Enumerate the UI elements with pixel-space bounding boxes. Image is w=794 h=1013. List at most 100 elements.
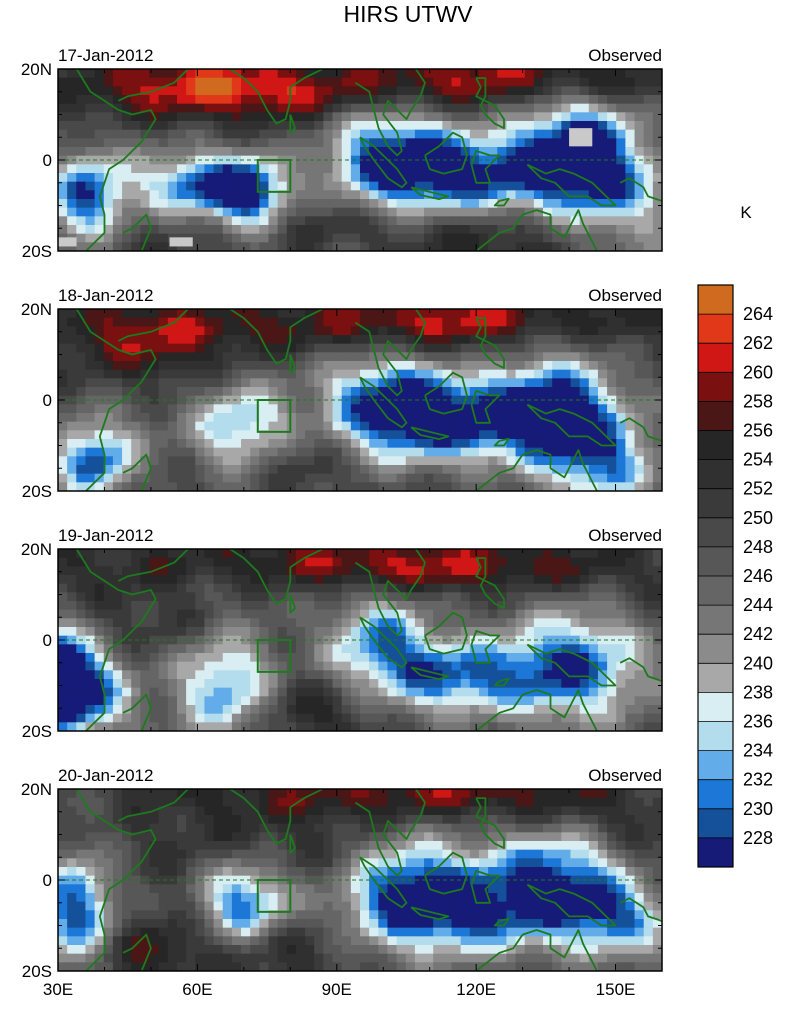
field-cell [552, 687, 562, 697]
field-cell [277, 77, 288, 87]
field-cell [332, 679, 343, 689]
field-cell [405, 112, 416, 122]
field-cell [131, 378, 141, 388]
field-cell [103, 317, 114, 327]
field-cell [67, 653, 77, 663]
field-cell [213, 618, 224, 628]
field-cell [414, 832, 425, 842]
field-cell [58, 309, 68, 319]
field-cell [268, 823, 279, 833]
field-cell [424, 121, 434, 131]
field-cell [176, 601, 187, 611]
coastline [424, 371, 468, 415]
coastline [359, 616, 408, 669]
field-cell [213, 867, 224, 877]
field-cell [424, 653, 434, 663]
field-cell [588, 207, 599, 217]
field-cell [140, 661, 151, 671]
field-cell [515, 242, 526, 251]
field-cell [478, 447, 489, 457]
field-cell [149, 797, 160, 807]
field-cell [506, 164, 517, 174]
field-cell [67, 242, 77, 251]
field-cell [533, 421, 544, 431]
field-cell [643, 456, 654, 466]
field-cell [533, 387, 544, 397]
field-cell [451, 190, 462, 200]
field-cell [268, 430, 279, 440]
field-cell [231, 216, 242, 226]
field-cell [579, 557, 590, 567]
field-cell [341, 696, 352, 706]
field-cell [515, 335, 526, 345]
field-cell [405, 387, 416, 397]
field-cell [222, 557, 233, 567]
field-cell [433, 326, 443, 336]
field-cell [231, 121, 242, 131]
field-cell [112, 225, 123, 235]
field-cell [231, 627, 242, 637]
field-cell [332, 326, 343, 336]
field-cell [231, 352, 242, 362]
field-cell [524, 147, 535, 157]
field-cell [259, 77, 270, 87]
field-cell [94, 644, 105, 654]
field-cell [607, 361, 617, 371]
field-cell [231, 583, 242, 593]
field-cell [186, 832, 196, 842]
field-cell [94, 439, 105, 449]
field-cell [277, 343, 288, 353]
field-cell [378, 439, 389, 449]
field-cell [94, 103, 105, 113]
field-cell [241, 832, 251, 842]
field-cell [140, 815, 151, 825]
field-cell [350, 378, 361, 388]
coastline [359, 376, 408, 429]
field-cell [561, 95, 572, 105]
field-cell [652, 575, 662, 585]
field-cell [195, 326, 206, 336]
field-cell [460, 95, 471, 105]
field-cell [643, 387, 654, 397]
field-cell [76, 173, 87, 183]
field-cell [460, 609, 471, 619]
field-cell [323, 164, 334, 174]
field-cell [94, 609, 105, 619]
field-cell [332, 713, 343, 723]
field-cell [607, 439, 617, 449]
field-cell [58, 369, 68, 379]
field-cell [405, 661, 416, 671]
field-cell [451, 679, 462, 689]
field-cell [561, 815, 572, 825]
field-cell [643, 404, 654, 414]
field-cell [350, 722, 361, 731]
field-cell [652, 430, 662, 440]
field-cell [561, 421, 572, 431]
field-cell [597, 369, 608, 379]
field-cell [58, 789, 68, 799]
field-cell [579, 147, 590, 157]
coastline [118, 309, 189, 342]
field-cell [469, 233, 480, 243]
coastline [75, 549, 157, 731]
field-cell [643, 687, 654, 697]
field-cell [369, 352, 379, 362]
field-cell [424, 557, 434, 567]
field-cell [405, 815, 416, 825]
field-cell [625, 644, 636, 654]
field-cell [94, 841, 105, 851]
field-cell [460, 199, 471, 209]
field-cell [360, 309, 370, 319]
field-cell [94, 173, 105, 183]
field-cell [579, 77, 590, 87]
field-cell [167, 661, 178, 671]
field-cell [643, 173, 654, 183]
field-cell [543, 482, 553, 491]
field-cell [552, 575, 562, 585]
field-cell [305, 592, 315, 602]
field-cell [140, 705, 151, 715]
field-cell [433, 421, 443, 431]
field-cell [350, 575, 361, 585]
field-cell [149, 705, 160, 715]
field-cell [323, 439, 334, 449]
